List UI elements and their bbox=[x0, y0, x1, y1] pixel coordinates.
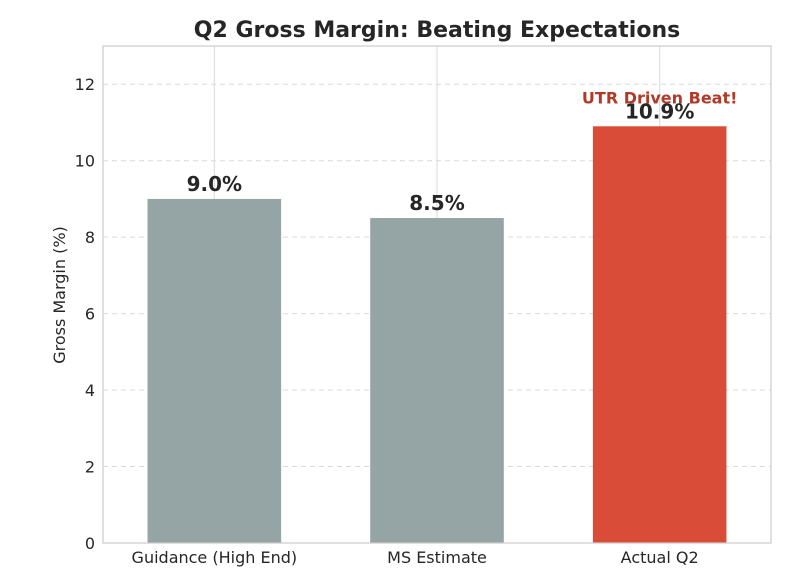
bar-value-label: 9.0% bbox=[187, 172, 242, 196]
annotation-label: UTR Driven Beat! bbox=[582, 88, 737, 107]
bar bbox=[147, 198, 282, 543]
axes: 0 2 4 6 8 10 12 Guidance (High End) MS Estimate A… bbox=[75, 45, 772, 567]
plot-frame bbox=[102, 45, 772, 544]
y-tick-label: 0 bbox=[85, 534, 95, 553]
y-tick-label: 10 bbox=[75, 152, 95, 171]
bar bbox=[370, 218, 504, 544]
bars bbox=[147, 126, 727, 544]
y-tick-label: 6 bbox=[85, 305, 95, 324]
y-axis-label: Gross Margin (%) bbox=[50, 226, 69, 364]
y-tick-label: 4 bbox=[85, 381, 95, 400]
y-tick-label: 12 bbox=[75, 75, 95, 94]
y-tick-label: 2 bbox=[85, 458, 95, 477]
y-tick-label: 8 bbox=[85, 228, 95, 247]
bar-value-label: 8.5% bbox=[409, 191, 464, 215]
bar bbox=[592, 126, 727, 544]
data-labels: 9.0% 8.5% 10.9% bbox=[187, 99, 695, 215]
x-tick-label: Guidance (High End) bbox=[132, 548, 298, 567]
x-tick-label: Actual Q2 bbox=[621, 548, 699, 567]
x-tick-label: MS Estimate bbox=[387, 548, 487, 567]
chart-title: Q2 Gross Margin: Beating Expectations bbox=[194, 18, 680, 43]
bar-value-label: 10.9% bbox=[625, 99, 694, 123]
